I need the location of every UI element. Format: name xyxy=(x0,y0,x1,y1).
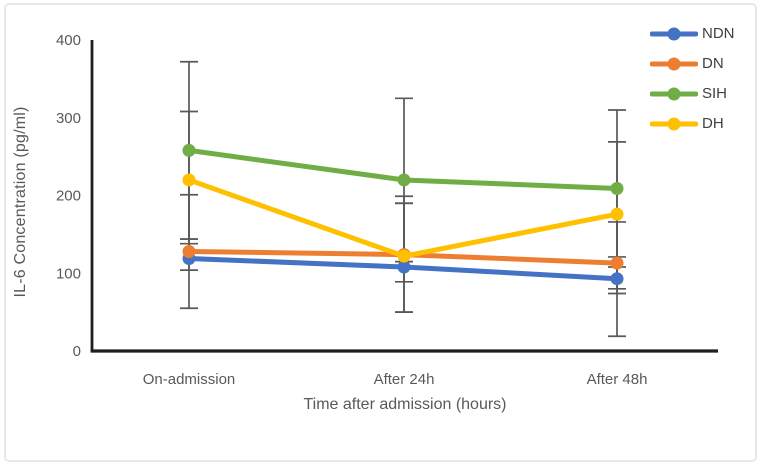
y-tick-label: 0 xyxy=(73,343,81,360)
x-category-label: After 48h xyxy=(587,371,648,388)
marker-DH xyxy=(397,249,411,263)
x-category-label: After 24h xyxy=(374,371,435,388)
legend-label: NDN xyxy=(702,25,735,42)
y-tick-label: 200 xyxy=(56,188,81,205)
figure-border xyxy=(4,3,757,462)
marker-NDN xyxy=(610,272,624,286)
legend-swatch-icon xyxy=(650,27,698,41)
legend-label: SIH xyxy=(702,85,728,102)
legend-item-SIH: SIH xyxy=(650,85,735,102)
y-tick-label: 400 xyxy=(56,32,81,49)
marker-DH xyxy=(182,173,196,187)
marker-SIH xyxy=(397,173,411,187)
marker-DN xyxy=(610,256,624,270)
legend-label: DN xyxy=(702,55,724,72)
chart-legend: NDN DN SIH DH xyxy=(650,25,735,147)
legend-swatch-icon xyxy=(650,117,698,131)
marker-DN xyxy=(182,244,196,258)
series-line-DH xyxy=(186,177,620,259)
legend-item-NDN: NDN xyxy=(650,25,735,42)
marker-SIH xyxy=(610,182,624,196)
marker-SIH xyxy=(182,143,196,157)
x-category-label: On-admission xyxy=(143,371,236,388)
x-axis-title: Time after admission (hours) xyxy=(303,396,507,413)
legend-swatch-icon xyxy=(650,57,698,71)
legend-item-DN: DN xyxy=(650,55,735,72)
y-tick-label: 100 xyxy=(56,265,81,282)
marker-NDN xyxy=(397,260,411,274)
legend-swatch-icon xyxy=(650,87,698,101)
legend-item-DH: DH xyxy=(650,115,735,132)
legend-label: DH xyxy=(702,115,724,132)
y-tick-label: 300 xyxy=(56,110,81,127)
marker-DH xyxy=(610,207,624,221)
